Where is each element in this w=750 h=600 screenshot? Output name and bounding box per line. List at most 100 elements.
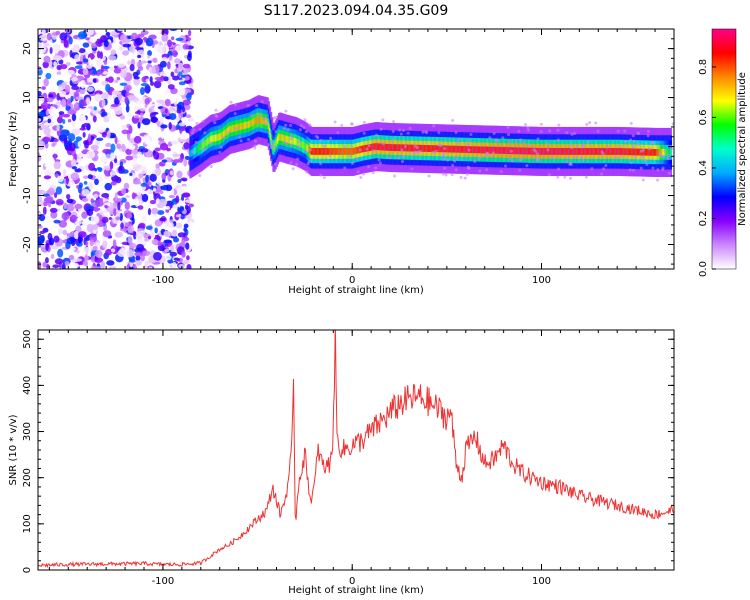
ridge-cell [220, 133, 223, 140]
noise-speckle [56, 124, 60, 132]
ridge-cell [320, 148, 323, 155]
ridge-cell [348, 148, 351, 155]
ridge-scatter [441, 172, 445, 176]
ridge-cell [376, 143, 380, 151]
ridge-cell [564, 148, 567, 155]
ridge-cell [229, 125, 232, 133]
ridge-cell [542, 148, 545, 155]
ridge-cell [517, 147, 520, 155]
ridge-cell [254, 117, 257, 125]
noise-speckle [113, 90, 121, 95]
ridge-cell [549, 148, 552, 155]
ridge-cell [518, 147, 521, 155]
noise-speckle [159, 142, 169, 151]
ridge-scatter [518, 158, 522, 162]
ridge-scatter [645, 163, 649, 167]
ridge-scatter [570, 146, 574, 150]
ridge-scatter [671, 122, 674, 126]
noise-speckle [122, 38, 132, 43]
ridge-scatter [499, 169, 503, 173]
noise-speckle [160, 75, 165, 80]
noise-speckle [136, 243, 145, 251]
ridge-cell [504, 147, 507, 154]
ridge-cell [450, 145, 453, 153]
noise-speckle [58, 59, 64, 65]
ridge-scatter [289, 143, 293, 147]
ridge-scatter [309, 148, 313, 152]
noise-speckle [97, 167, 103, 172]
ridge-cell [561, 148, 565, 155]
noise-speckle [119, 161, 124, 168]
noise-speckle [125, 194, 130, 199]
ridge-cell [449, 145, 452, 153]
spectrogram-xtick-label: 100 [532, 275, 551, 286]
noise-speckle [53, 192, 58, 198]
ridge-scatter [227, 130, 231, 134]
noise-speckle [70, 95, 74, 102]
noise-speckle [149, 199, 157, 205]
noise-speckle [55, 186, 63, 195]
spectrogram-ytick-label: 20 [22, 42, 33, 55]
noise-speckle [129, 172, 133, 176]
ridge-cell [519, 147, 523, 155]
noise-speckle [178, 139, 187, 143]
noise-speckle [176, 222, 183, 229]
ridge-scatter [442, 157, 446, 161]
noise-speckle [95, 249, 103, 258]
snr-ylabel: SNR (10 * v/v) [8, 414, 19, 485]
noise-speckle [122, 50, 130, 56]
ridge-cell [251, 119, 255, 126]
noise-speckle [38, 261, 42, 269]
noise-speckle [65, 61, 71, 66]
noise-speckle [178, 62, 184, 71]
noise-speckle [38, 152, 41, 162]
ridge-cell [608, 148, 611, 155]
noise-speckle [113, 158, 118, 164]
ridge-cell [413, 144, 416, 152]
ridge-scatter [590, 167, 594, 171]
ridge-cell [281, 134, 284, 142]
ridge-cell [295, 138, 298, 145]
ridge-scatter [328, 154, 332, 158]
snr-series-line [38, 330, 674, 569]
ridge-cell [216, 134, 219, 141]
noise-speckle [126, 131, 131, 141]
ridge-cell [647, 148, 650, 156]
ridge-cell [391, 144, 394, 151]
ridge-scatter [323, 144, 327, 148]
ridge-scatter [632, 139, 636, 143]
noise-speckle [38, 234, 45, 244]
ridge-scatter [289, 123, 293, 127]
ridge-cell [231, 125, 234, 133]
ridge-scatter [365, 147, 369, 151]
noise-speckle [129, 63, 135, 72]
ridge-scatter [282, 127, 286, 131]
noise-speckle [144, 238, 150, 242]
ridge-scatter [273, 162, 277, 166]
ridge-cell [479, 146, 482, 154]
noise-speckle [155, 163, 160, 169]
ridge-cell [276, 136, 280, 144]
ridge-cell [211, 135, 214, 143]
noise-region [38, 29, 195, 269]
ridge-scatter [272, 116, 276, 120]
noise-speckle [124, 96, 128, 104]
noise-speckle [85, 205, 94, 211]
snr-ytick-label: 0 [22, 567, 33, 573]
ridge-scatter [466, 166, 470, 170]
noise-speckle [109, 170, 116, 176]
noise-speckle [144, 260, 151, 266]
ridge-scatter [362, 172, 366, 176]
ridge-cell [502, 147, 506, 154]
noise-speckle [118, 93, 122, 101]
noise-speckle [67, 109, 77, 115]
noise-speckle [42, 261, 47, 268]
ridge-scatter [253, 146, 257, 150]
ridge-cell [407, 144, 410, 152]
ridge-cell [207, 137, 210, 145]
noise-speckle [42, 61, 49, 69]
noise-speckle [63, 202, 68, 210]
noise-speckle [171, 229, 177, 237]
snr-panel: -100 0 100 0 100 200 300 400 500 Height of strai… [8, 329, 675, 596]
noise-speckle [169, 170, 174, 176]
